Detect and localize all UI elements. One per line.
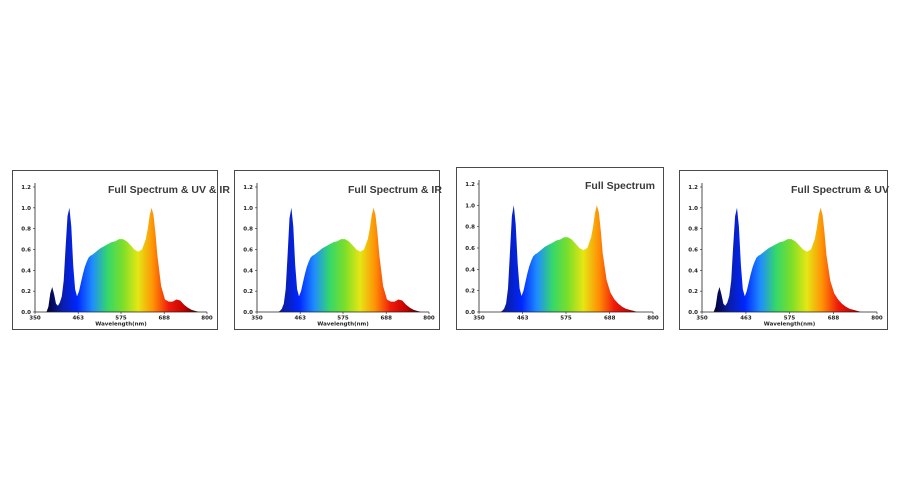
x-tick-label: 575 — [560, 316, 572, 322]
x-tick-label: 688 — [158, 316, 170, 322]
x-tick-label: 350 — [251, 316, 263, 322]
y-tick-label: 0.6 — [465, 246, 475, 252]
x-tick-label: 688 — [828, 316, 840, 322]
x-tick-label: 575 — [337, 316, 349, 322]
y-tick-label: 0.4 — [465, 267, 475, 273]
y-tick-label: 0.4 — [688, 268, 698, 274]
x-tick-label: 575 — [784, 316, 796, 322]
y-tick-label: 0.4 — [21, 268, 31, 274]
spectrum-area — [257, 207, 429, 312]
y-tick-label: 0.8 — [243, 227, 253, 233]
y-tick-label: 1.2 — [688, 185, 698, 191]
x-tick-label: 463 — [294, 316, 306, 322]
x-tick-label: 800 — [647, 316, 659, 322]
chart-panel-uv-ir: 0.0 0.2 0.4 0.6 0.8 1.0 1.2 350 463 575 688 800 Wave… — [12, 170, 230, 330]
x-tick-label: 800 — [423, 316, 435, 322]
spectrum-area — [479, 205, 653, 312]
y-tick-label: 0.8 — [21, 227, 31, 233]
x-tick-label: 350 — [29, 316, 41, 322]
y-tick-label: 0.2 — [21, 289, 31, 295]
y-tick-label: 1.2 — [465, 182, 475, 188]
spectrum-chart-uv: 0.0 0.2 0.4 0.6 0.8 1.0 1.2 350 463 575 688 800 Wave… — [688, 183, 883, 328]
y-tick-label: 0.0 — [465, 310, 475, 316]
x-tick-label: 463 — [740, 316, 752, 322]
x-axis-label: Wavelength(nm) — [317, 322, 369, 328]
y-tick-label: 0.2 — [465, 289, 475, 295]
spectrum-area — [35, 207, 207, 312]
y-tick-label: 0.2 — [243, 289, 253, 295]
y-tick-label: 0.8 — [688, 227, 698, 233]
y-tick-label: 1.2 — [21, 185, 31, 191]
x-tick-label: 688 — [380, 316, 392, 322]
x-tick-label: 688 — [604, 316, 616, 322]
x-tick-label: 575 — [115, 316, 127, 322]
y-tick-label: 0.2 — [688, 289, 698, 295]
y-tick-label: 0.6 — [243, 248, 253, 254]
spectrum-chart-uv-ir: 0.0 0.2 0.4 0.6 0.8 1.0 1.2 350 463 575 688 800 Wave… — [21, 183, 213, 328]
x-tick-label: 350 — [696, 316, 708, 322]
chart-title: Full Spectrum & IR — [348, 184, 442, 196]
y-tick-label: 0.8 — [465, 225, 475, 231]
chart-title: Full Spectrum & UV — [791, 184, 890, 196]
x-tick-label: 350 — [473, 316, 485, 322]
y-tick-label: 0.6 — [21, 248, 31, 254]
y-tick-label: 0.6 — [688, 248, 698, 254]
y-tick-label: 1.0 — [465, 203, 475, 209]
x-axis-label: Wavelength(nm) — [764, 322, 816, 328]
spectrum-chart-ir: 0.0 0.2 0.4 0.6 0.8 1.0 1.2 350 463 575 688 800 Wave… — [243, 183, 435, 328]
x-tick-label: 800 — [871, 316, 883, 322]
spectrum-area — [702, 207, 877, 312]
y-tick-label: 0.0 — [21, 310, 31, 316]
y-tick-label: 1.2 — [243, 185, 253, 191]
spectrum-chart-full: 0.0 0.2 0.4 0.6 0.8 1.0 1.2 350 463 575 688 800 — [465, 180, 659, 322]
chart-title: Full Spectrum & UV & IR — [108, 184, 230, 196]
x-tick-label: 463 — [517, 316, 529, 322]
x-tick-label: 463 — [72, 316, 84, 322]
chart-panel-full: 0.0 0.2 0.4 0.6 0.8 1.0 1.2 350 463 575 688 800 Ful… — [456, 167, 664, 330]
y-tick-label: 1.0 — [688, 206, 698, 212]
y-tick-label: 1.0 — [243, 206, 253, 212]
chart-panel-ir: 0.0 0.2 0.4 0.6 0.8 1.0 1.2 350 463 575 688 800 Wave… — [234, 170, 442, 330]
x-tick-label: 800 — [201, 316, 213, 322]
y-tick-label: 0.0 — [688, 310, 698, 316]
x-axis-label: Wavelength(nm) — [95, 322, 147, 328]
y-tick-label: 0.4 — [243, 268, 253, 274]
y-tick-label: 1.0 — [21, 206, 31, 212]
y-tick-label: 0.0 — [243, 310, 253, 316]
chart-panel-uv: 0.0 0.2 0.4 0.6 0.8 1.0 1.2 350 463 575 688 800 Wave… — [679, 170, 890, 330]
chart-title: Full Spectrum — [585, 180, 656, 192]
